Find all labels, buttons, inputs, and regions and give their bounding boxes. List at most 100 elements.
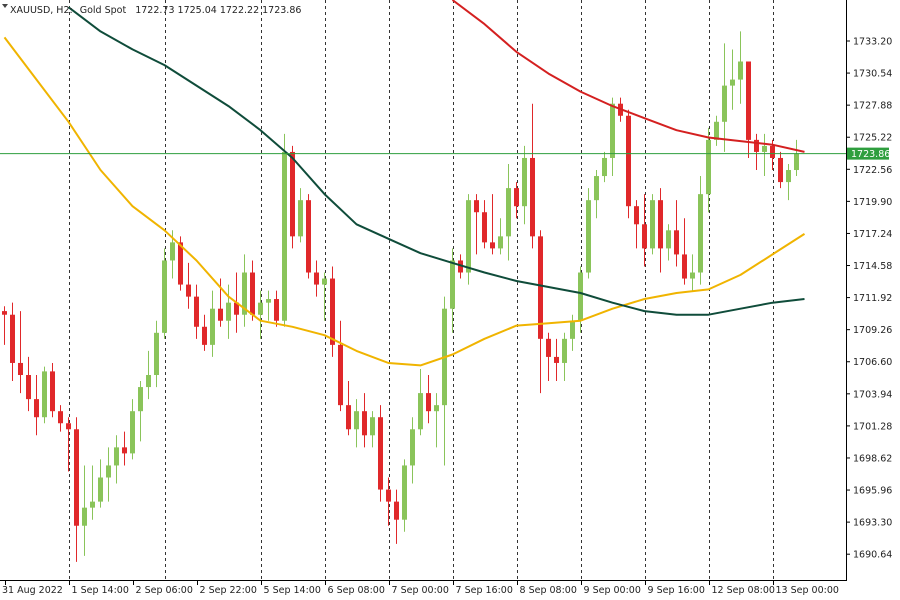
time-tick-label: 13 Sep 00:00: [776, 585, 839, 596]
candle-body: [170, 242, 175, 261]
candle-body: [586, 200, 591, 273]
moving-average-line-ma-mid: [67, 6, 805, 316]
candle: [634, 200, 639, 249]
candle-body: [90, 501, 95, 508]
candle-body: [82, 507, 87, 526]
candle: [314, 260, 319, 297]
price-tick-label: 1706.60: [853, 357, 892, 368]
candle: [202, 314, 207, 351]
price-tick-label: 1693.30: [853, 518, 892, 529]
candle-body: [690, 272, 695, 279]
time-tick-label: 5 Sep 14:00: [264, 585, 321, 596]
candle: [498, 218, 503, 255]
candle: [546, 332, 551, 382]
candle: [322, 272, 327, 321]
candle: [258, 290, 263, 339]
candle-body: [778, 157, 783, 183]
candle-body: [626, 115, 631, 207]
candle: [714, 115, 719, 146]
price-tick-label: 1719.90: [853, 197, 892, 208]
candle-body: [410, 429, 415, 466]
candle-body: [106, 465, 111, 478]
time-tick-label: 9 Sep 16:00: [648, 585, 705, 596]
candle-body: [10, 314, 15, 363]
candle-body: [786, 170, 791, 183]
symbol-timeframe: XAUUSD, H2:: [10, 5, 73, 16]
candle-body: [370, 417, 375, 436]
candle: [226, 284, 231, 339]
current-price-value: 1723.86: [851, 149, 890, 160]
candle-body: [554, 356, 559, 363]
candle-body: [146, 375, 151, 388]
candle-body: [186, 284, 191, 297]
moving-average-line-ma-slow: [451, 0, 805, 153]
candle: [730, 49, 735, 110]
candle-body: [402, 465, 407, 520]
candle: [642, 194, 647, 267]
candle-body: [354, 411, 359, 430]
price-tick-label: 1717.24: [853, 229, 892, 240]
candle-body: [426, 393, 431, 412]
ohlc-values: 1722.73 1725.04 1722.22 1723.86: [135, 5, 301, 16]
candle: [42, 366, 47, 424]
candle: [794, 139, 799, 177]
candle: [250, 260, 255, 321]
time-tick-label: 9 Sep 00:00: [584, 585, 641, 596]
candle: [474, 194, 479, 255]
candle: [402, 459, 407, 532]
candle: [706, 127, 711, 213]
candle: [650, 194, 655, 255]
candle: [114, 435, 119, 484]
candle-body: [530, 157, 535, 237]
candle: [682, 218, 687, 285]
collapse-triangle-icon[interactable]: [2, 4, 8, 8]
candle-body: [42, 371, 47, 418]
candle: [154, 320, 159, 388]
candle: [434, 393, 439, 448]
candle: [186, 262, 191, 309]
candle: [426, 375, 431, 424]
candle-body: [290, 151, 295, 237]
candle: [378, 405, 383, 502]
candle-body: [514, 188, 519, 207]
candle-body: [498, 236, 503, 249]
candle: [34, 375, 39, 436]
candle-body: [482, 212, 487, 243]
candle-body: [74, 429, 79, 526]
candle-body: [522, 157, 527, 207]
candle-body: [746, 61, 751, 140]
candle: [658, 188, 663, 273]
candle: [282, 133, 287, 327]
candle: [362, 393, 367, 448]
candle: [10, 302, 15, 382]
candle-body: [210, 308, 215, 345]
candle: [74, 417, 79, 562]
candle: [130, 399, 135, 460]
candle: [370, 411, 375, 448]
candle: [2, 306, 7, 345]
moving-average-line-ma-fast: [3, 36, 806, 367]
candle-body: [274, 299, 279, 321]
candle: [138, 381, 143, 442]
price-tick-label: 1690.64: [853, 550, 892, 561]
candle-body: [466, 200, 471, 273]
candle-body: [18, 362, 23, 376]
price-tick-label: 1722.56: [853, 165, 892, 176]
candle-body: [730, 79, 735, 86]
candle-body: [306, 200, 311, 273]
current-price-badge-box: [847, 147, 889, 160]
candle-body: [578, 272, 583, 321]
candle-body: [602, 157, 607, 177]
candle-body: [666, 230, 671, 249]
candle: [50, 362, 55, 418]
candle: [722, 43, 727, 152]
candle: [594, 170, 599, 219]
candle-body: [258, 302, 263, 315]
candle-body: [26, 375, 31, 400]
candle: [538, 230, 543, 394]
candle-body: [378, 417, 383, 490]
candle: [354, 399, 359, 448]
symbol-label: XAUUSD, H2: Gold Spot 1722.73 1725.04 17…: [10, 5, 301, 16]
candle-body: [754, 139, 759, 152]
